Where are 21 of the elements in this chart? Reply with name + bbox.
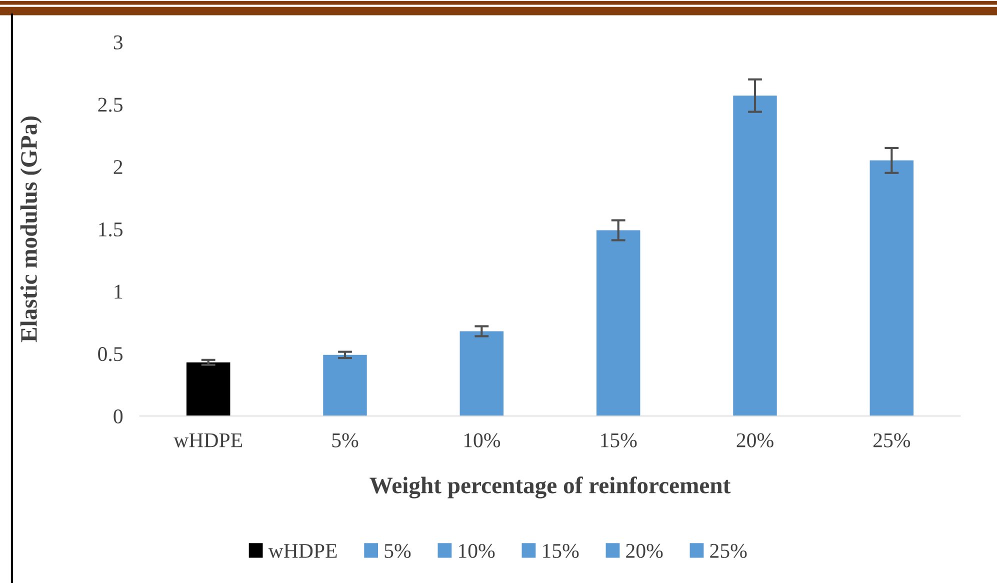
legend-label: 5% — [384, 544, 411, 558]
legend-label: 10% — [459, 544, 495, 558]
y-tick-label: 1.5 — [99, 222, 123, 237]
y-tick-label: 0.5 — [98, 347, 123, 362]
x-axis-title: Weight percentage of reinforcement — [370, 476, 731, 498]
y-axis-title: Elastic modulus (GPa) — [20, 116, 42, 342]
legend-label: 20% — [626, 544, 663, 558]
x-tick-label: 25% — [873, 433, 910, 448]
x-tick-label: 10% — [464, 433, 500, 448]
legend-label: 25% — [710, 544, 747, 558]
x-tick-label: 15% — [601, 433, 637, 448]
legend-label: 15% — [543, 544, 579, 558]
y-tick-label: 2.5 — [98, 98, 123, 112]
legend-label: wHDPE — [268, 544, 337, 558]
y-tick-label: 3 — [114, 35, 123, 50]
x-tick-label: 5% — [332, 433, 358, 448]
x-tick-label: wHDPE — [174, 433, 242, 448]
y-tick-label: 2 — [114, 160, 122, 174]
x-tick-label: 20% — [736, 433, 774, 448]
y-tick-label: 1 — [114, 284, 122, 299]
y-tick-label: 0 — [114, 409, 123, 424]
